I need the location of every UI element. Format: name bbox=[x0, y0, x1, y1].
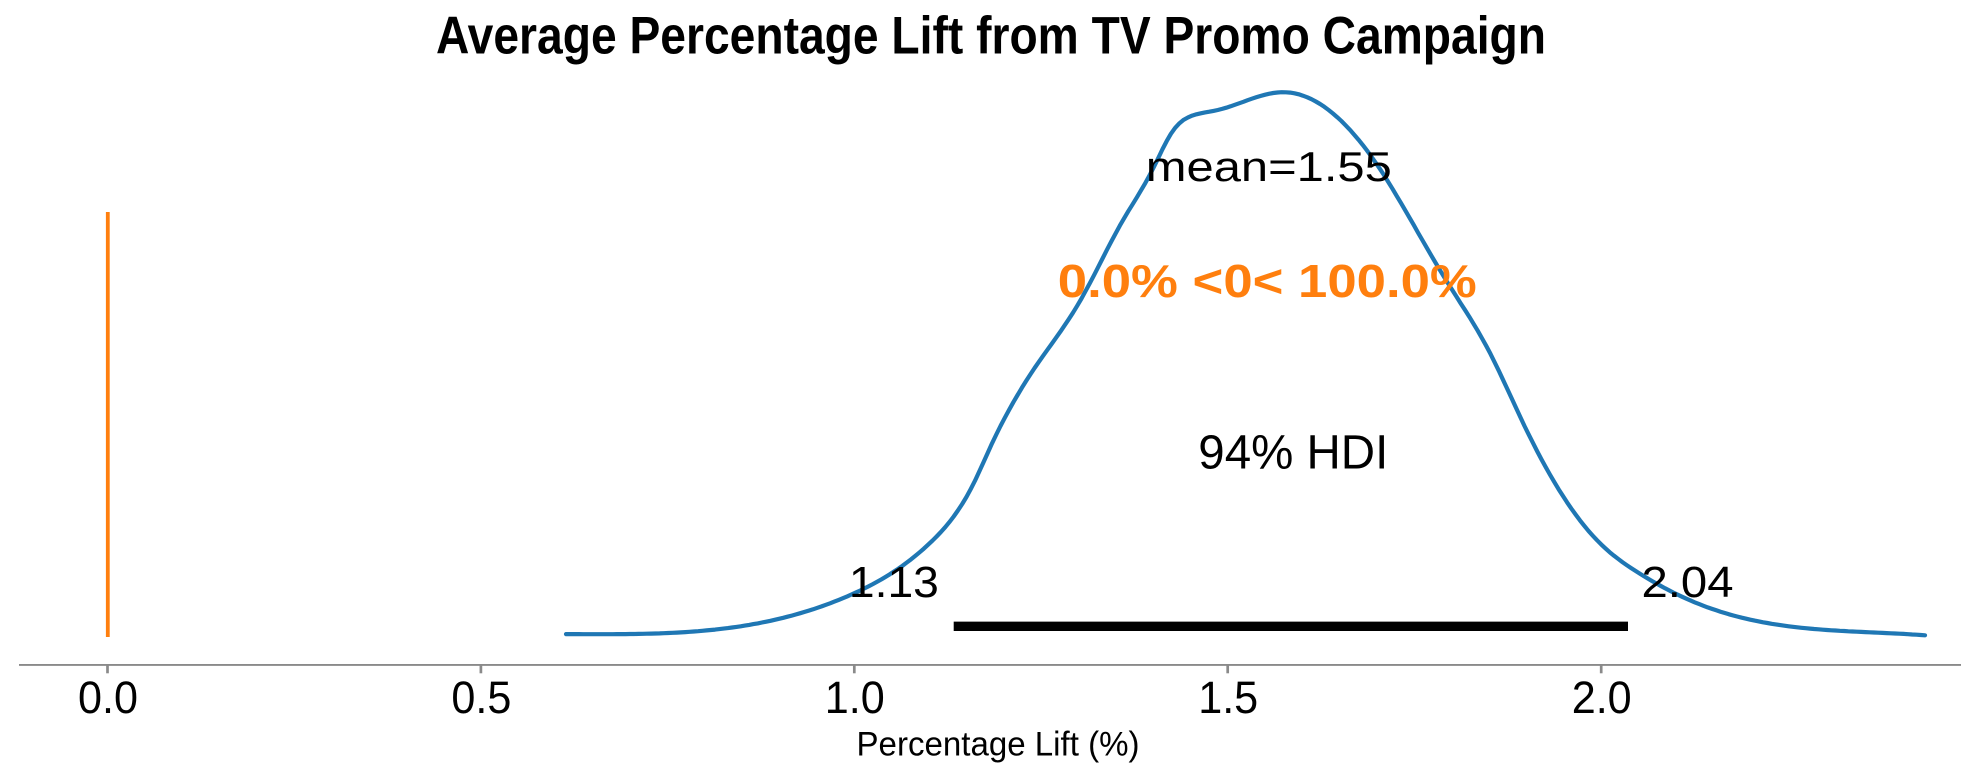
svg-text:Percentage Lift (%): Percentage Lift (%) bbox=[857, 726, 1140, 764]
svg-text:1.13: 1.13 bbox=[849, 558, 939, 607]
svg-text:1.5: 1.5 bbox=[1198, 672, 1258, 723]
svg-text:2.04: 2.04 bbox=[1642, 558, 1734, 607]
svg-text:94% HDI: 94% HDI bbox=[1198, 426, 1388, 479]
svg-text:Average Percentage Lift from T: Average Percentage Lift from TV Promo Ca… bbox=[436, 7, 1546, 66]
svg-text:0.0: 0.0 bbox=[78, 672, 138, 723]
svg-text:1.0: 1.0 bbox=[825, 672, 885, 723]
svg-text:0.5: 0.5 bbox=[451, 672, 511, 723]
svg-text:mean=1.55: mean=1.55 bbox=[1146, 143, 1392, 190]
svg-text:0.0% <0< 100.0%: 0.0% <0< 100.0% bbox=[1058, 255, 1477, 307]
svg-text:2.0: 2.0 bbox=[1572, 672, 1632, 723]
